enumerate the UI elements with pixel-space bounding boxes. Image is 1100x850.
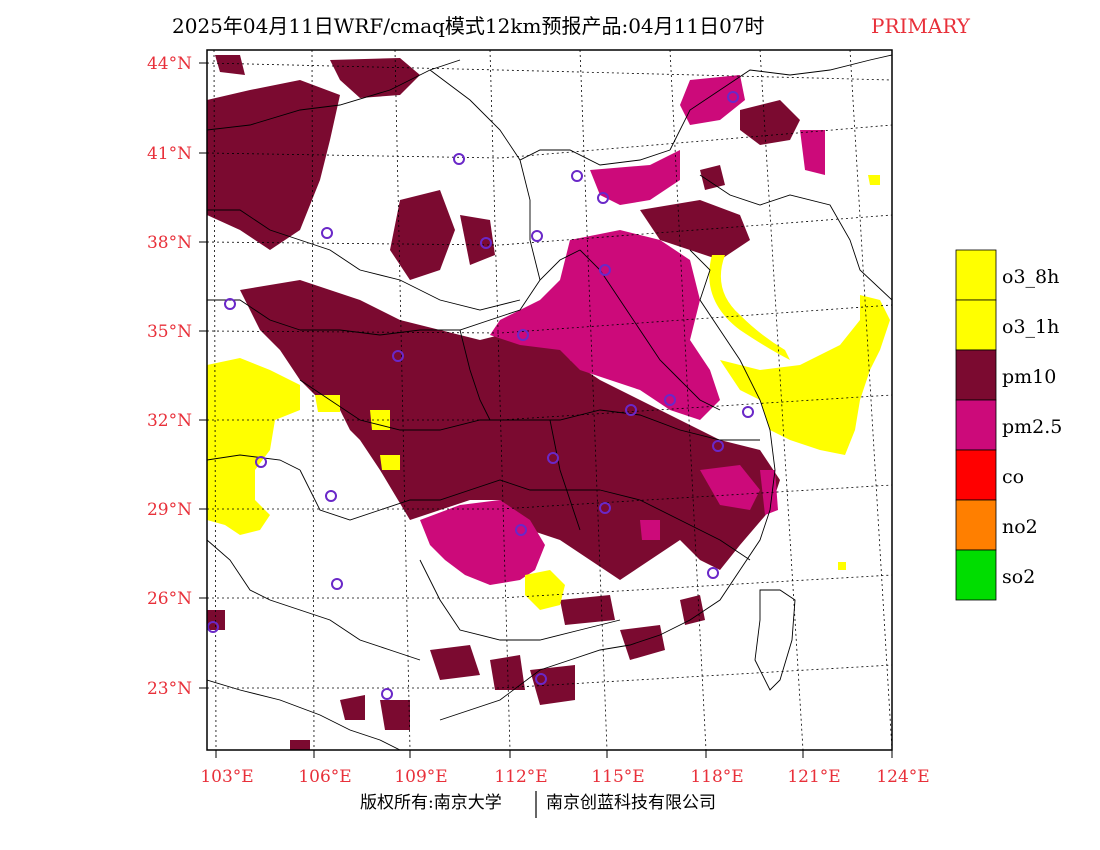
station-marker: [742, 406, 754, 418]
graticule: [207, 50, 892, 750]
lon-label: 112°E: [494, 767, 547, 787]
lat-label: 23°N: [147, 679, 192, 699]
station-marker: [224, 298, 236, 310]
copyright-left: 版权所有:南京大学: [360, 793, 502, 813]
station-marker: [325, 490, 337, 502]
legend-label: o3_8h: [1002, 266, 1059, 288]
station-marker: [517, 329, 529, 341]
station-marker: [480, 237, 492, 249]
station-marker: [712, 440, 724, 452]
lon-label: 121°E: [787, 767, 840, 787]
legend-swatch-pm25: [955, 399, 997, 451]
legend-label: pm2.5: [1002, 416, 1062, 438]
station-marker: [321, 227, 333, 239]
legend-swatch-so2: [955, 549, 997, 601]
lon-label: 103°E: [200, 767, 253, 787]
lon-label: 118°E: [690, 767, 743, 787]
legend-label: o3_1h: [1002, 316, 1059, 338]
station-marker: [625, 404, 637, 416]
lon-label: 115°E: [591, 767, 644, 787]
pm10-layer: [207, 55, 800, 750]
legend-swatch-co: [955, 449, 997, 501]
station-marker: [707, 567, 719, 579]
station-marker: [599, 502, 611, 514]
pm25-layer: [420, 75, 825, 585]
lat-label: 26°N: [147, 589, 192, 609]
legend-swatch-pm10: [955, 349, 997, 401]
copyright-right: 南京创蓝科技有限公司: [546, 793, 716, 813]
station-marker: [727, 91, 739, 103]
legend-swatch-o3-1h: [955, 299, 997, 351]
station-markers: [207, 91, 754, 700]
station-marker: [535, 673, 547, 685]
station-marker: [515, 524, 527, 536]
station-marker: [207, 621, 219, 633]
legend-label: co: [1002, 466, 1024, 488]
lat-label: 38°N: [147, 233, 192, 253]
legend-label: so2: [1002, 566, 1035, 588]
legend-label: pm10: [1002, 366, 1056, 388]
station-marker: [392, 350, 404, 362]
station-marker: [547, 452, 559, 464]
lat-label: 32°N: [147, 411, 192, 431]
map-plot-area: [199, 49, 893, 758]
station-marker: [531, 230, 543, 242]
station-marker: [255, 456, 267, 468]
lat-label: 29°N: [147, 500, 192, 520]
lat-label: 35°N: [147, 322, 192, 342]
lon-label: 109°E: [394, 767, 447, 787]
latitude-labels: 44°N 41°N 38°N 35°N 32°N 29°N 26°N 23°N: [147, 54, 192, 699]
station-marker: [599, 264, 611, 276]
lon-label: 106°E: [298, 767, 351, 787]
station-marker: [664, 394, 676, 406]
o3-layer: [207, 175, 890, 610]
station-marker: [453, 153, 465, 165]
map-frame: [206, 49, 893, 751]
station-marker: [381, 688, 393, 700]
lat-label: 41°N: [147, 144, 192, 164]
footer: 版权所有:南京大学 南京创蓝科技有限公司: [360, 791, 716, 818]
primary-badge: PRIMARY: [871, 14, 971, 38]
map-title: 2025年04月11日WRF/cmaq模式12km预报产品:04月11日07时: [172, 14, 765, 38]
lon-label: 124°E: [876, 767, 929, 787]
legend-swatch-no2: [955, 499, 997, 551]
legend-label: no2: [1002, 516, 1038, 538]
station-marker: [597, 192, 609, 204]
station-marker: [331, 578, 343, 590]
longitude-labels: 103°E 106°E 109°E 112°E 115°E 118°E 121°…: [200, 767, 929, 787]
station-marker: [571, 170, 583, 182]
axis-ticks: [199, 62, 893, 758]
legend-swatch-o3-8h: [955, 249, 997, 301]
legend: o3_8h o3_1h pm10 pm2.5 co no2 so2: [955, 249, 1062, 601]
lat-label: 44°N: [147, 54, 192, 74]
